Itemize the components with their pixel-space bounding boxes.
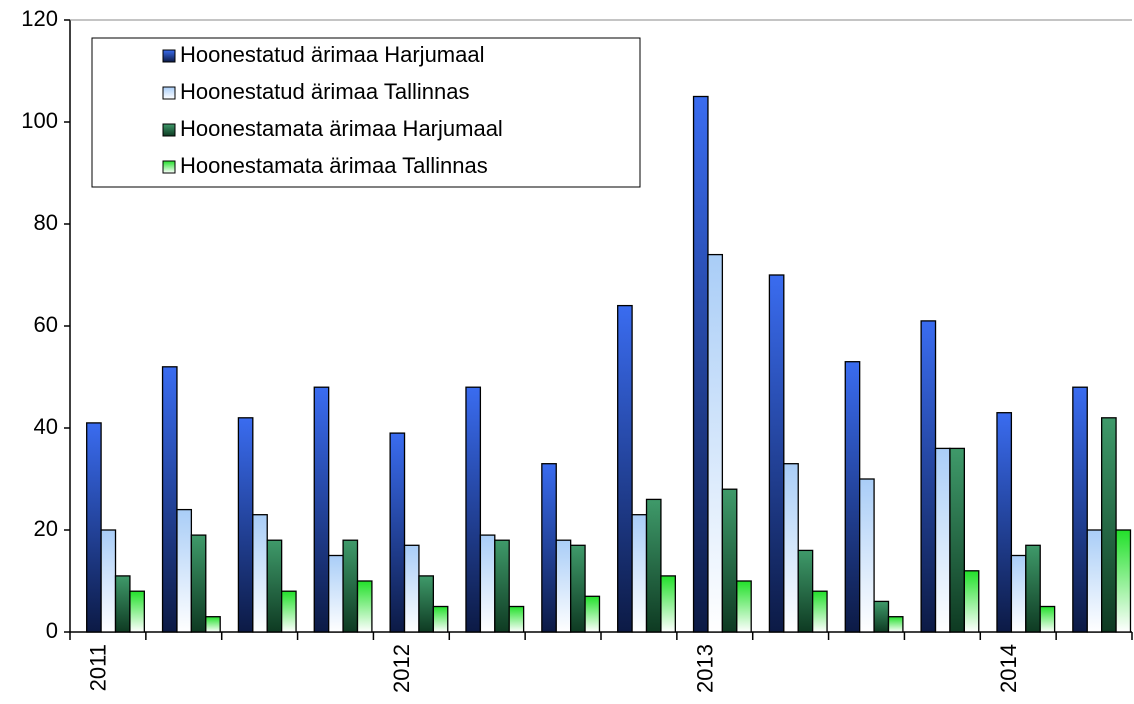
bar <box>86 422 102 633</box>
bar <box>783 463 799 633</box>
bar <box>844 361 861 633</box>
bar <box>721 488 738 633</box>
bar <box>479 534 496 633</box>
y-tick-label: 100 <box>21 108 58 133</box>
bar <box>584 595 601 633</box>
legend-swatch <box>162 160 176 174</box>
legend-label: Hoonestamata ärimaa Tallinnas <box>180 153 488 178</box>
bar <box>389 432 406 633</box>
legend-box <box>91 37 641 188</box>
bar <box>811 590 828 633</box>
bar <box>949 447 966 633</box>
bar <box>631 514 648 633</box>
bar <box>887 616 904 633</box>
x-tick-label: 2013 <box>693 644 718 693</box>
bar <box>432 605 449 633</box>
bar <box>707 253 724 633</box>
y-tick-label: 60 <box>34 312 58 337</box>
bar <box>570 544 586 633</box>
bar <box>403 544 420 633</box>
bar <box>205 616 221 633</box>
bar <box>1101 417 1117 633</box>
bar <box>356 580 373 633</box>
legend-swatch <box>162 86 176 100</box>
bar <box>114 575 131 633</box>
legend-swatch <box>162 123 176 137</box>
bar <box>129 590 145 633</box>
bar <box>1115 529 1132 633</box>
bar <box>541 463 557 633</box>
bar <box>996 412 1013 633</box>
bar <box>920 320 937 633</box>
bar <box>660 575 676 633</box>
bar <box>617 304 633 633</box>
y-tick-label: 120 <box>21 6 58 31</box>
bar <box>797 549 814 633</box>
bar <box>736 580 752 633</box>
legend-label: Hoonestatud ärimaa Tallinnas <box>180 79 469 104</box>
y-tick-label: 0 <box>46 618 58 643</box>
bar <box>342 539 359 633</box>
bar <box>100 529 117 633</box>
bar <box>465 386 482 633</box>
x-tick-label: 2012 <box>389 644 414 693</box>
bar <box>237 417 254 633</box>
legend-label: Hoonestamata ärimaa Harjumaal <box>180 116 503 141</box>
legend-swatch <box>162 49 176 63</box>
bar <box>1039 605 1056 633</box>
y-tick-label: 80 <box>34 210 58 235</box>
bar <box>494 539 510 633</box>
bar <box>692 95 709 633</box>
bar <box>1072 386 1088 633</box>
bar <box>768 274 785 633</box>
bar <box>176 508 193 633</box>
bar <box>1010 554 1027 633</box>
bar <box>161 366 178 633</box>
bar <box>555 539 572 633</box>
y-tick-label: 40 <box>34 414 58 439</box>
bar <box>190 534 207 633</box>
bar <box>313 386 330 633</box>
bar <box>873 600 890 633</box>
bar <box>1025 544 1041 633</box>
x-tick-label: 2014 <box>996 644 1021 693</box>
bar <box>280 590 297 633</box>
bar <box>266 539 283 633</box>
bar <box>859 478 875 633</box>
y-tick-label: 20 <box>34 516 58 541</box>
bar <box>508 605 525 633</box>
legend-label: Hoonestatud ärimaa Harjumaal <box>180 42 485 67</box>
bar <box>252 514 268 633</box>
bar <box>963 570 980 633</box>
bar <box>934 447 951 633</box>
bar <box>645 498 662 633</box>
bar <box>418 575 435 633</box>
x-tick-label: 2011 <box>86 644 111 691</box>
bar <box>328 554 344 633</box>
bar <box>1086 529 1103 633</box>
